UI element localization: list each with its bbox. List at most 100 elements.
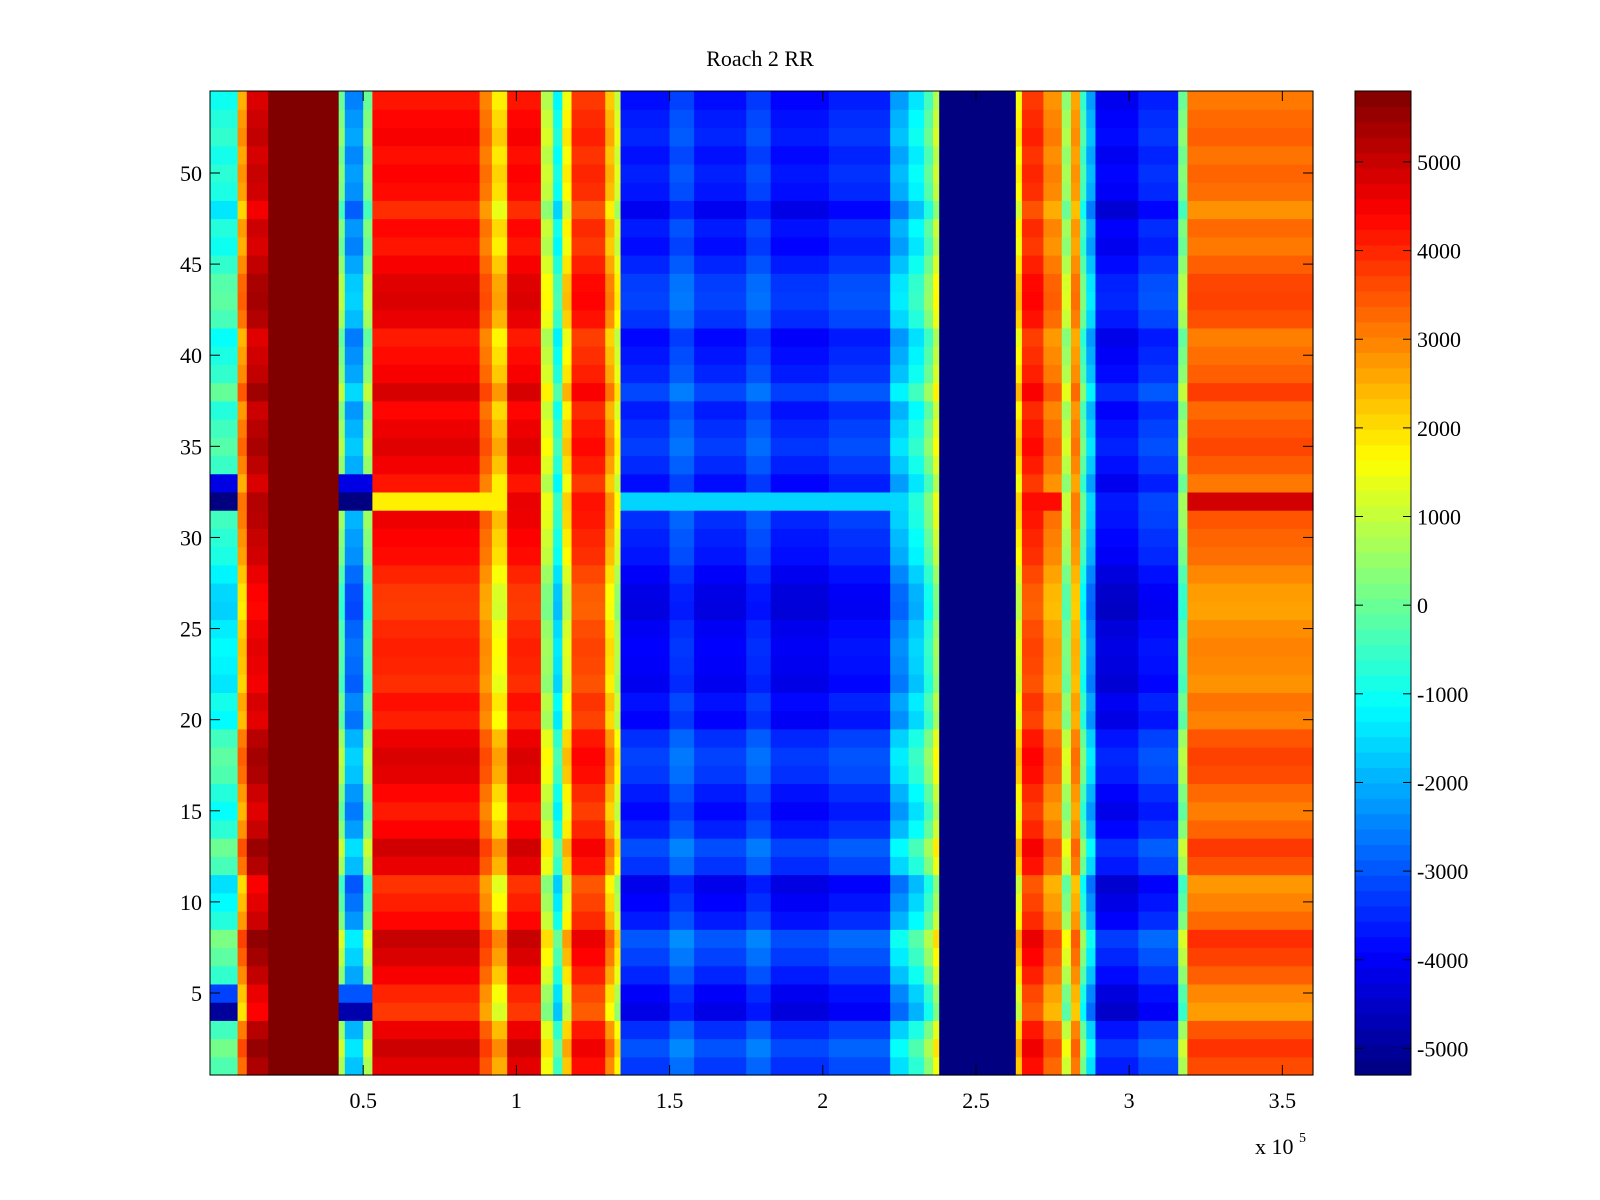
- heatmap-cell: [1187, 819, 1314, 839]
- heatmap-cell: [246, 947, 269, 967]
- heatmap-cell: [620, 346, 671, 365]
- heatmap-cell: [1070, 218, 1081, 238]
- heatmap-cell: [1080, 583, 1087, 602]
- heatmap-cell: [746, 929, 772, 949]
- heatmap-cell: [363, 637, 373, 657]
- heatmap-cell: [694, 892, 747, 912]
- heatmap-cell: [694, 1020, 747, 1040]
- heatmap-cell: [268, 856, 340, 876]
- colorbar-segment: [1355, 1013, 1411, 1030]
- heatmap-cell: [507, 1038, 542, 1058]
- heatmap-cell: [363, 546, 373, 566]
- heatmap-cell: [491, 273, 508, 293]
- heatmap-cell: [1080, 929, 1087, 949]
- heatmap-cell: [562, 692, 573, 712]
- heatmap-cell: [1138, 510, 1179, 529]
- heatmap-cell: [1070, 255, 1081, 274]
- heatmap-cell: [1015, 273, 1023, 293]
- heatmap-cell: [1178, 655, 1188, 675]
- heatmap-cell: [210, 382, 239, 402]
- heatmap-cell: [562, 710, 573, 730]
- heatmap-cell: [890, 91, 910, 110]
- heatmap-cell: [507, 947, 542, 967]
- heatmap-cell: [1021, 710, 1044, 730]
- heatmap-cell: [344, 255, 364, 274]
- heatmap-cell: [210, 291, 239, 311]
- heatmap-cell: [344, 400, 364, 420]
- heatmap-cell: [338, 109, 346, 129]
- heatmap-cell: [1043, 510, 1063, 529]
- heatmap-cell: [491, 546, 508, 566]
- heatmap-cell: [338, 255, 346, 274]
- colorbar-segment: [1355, 337, 1411, 353]
- heatmap-cell: [669, 528, 695, 548]
- heatmap-cell: [923, 236, 934, 256]
- heatmap-cell: [939, 801, 1017, 821]
- colorbar-segment: [1355, 798, 1411, 815]
- heatmap-cell: [372, 91, 481, 110]
- heatmap-cell: [571, 692, 606, 712]
- heatmap-cell: [1015, 619, 1023, 639]
- heatmap-cell: [338, 1020, 346, 1040]
- heatmap-cell: [605, 309, 616, 329]
- heatmap-cell: [363, 528, 373, 548]
- heatmap-cell: [372, 327, 481, 347]
- heatmap-cell: [614, 655, 622, 675]
- heatmap-cell: [939, 819, 1017, 839]
- heatmap-cell: [372, 637, 481, 657]
- heatmap-cell: [344, 856, 364, 876]
- heatmap-cell: [770, 182, 830, 201]
- heatmap-cell: [540, 1056, 554, 1076]
- heatmap-cell: [237, 983, 248, 1003]
- heatmap-cell: [491, 491, 508, 511]
- heatmap-cell: [540, 400, 554, 420]
- heatmap-cell: [1178, 109, 1188, 129]
- heatmap-cell: [694, 619, 747, 639]
- heatmap-cell: [540, 364, 554, 384]
- heatmap-cell: [890, 273, 910, 293]
- heatmap-cell: [1070, 400, 1081, 420]
- heatmap-cell: [1043, 601, 1063, 621]
- heatmap-cell: [828, 364, 891, 384]
- heatmap-cell: [908, 674, 925, 693]
- colorbar-tick-label: -5000: [1417, 1036, 1468, 1061]
- heatmap-cell: [890, 1002, 910, 1021]
- heatmap-cell: [540, 783, 554, 803]
- heatmap-cell: [553, 528, 563, 548]
- heatmap-cell: [338, 983, 346, 1003]
- heatmap-cell: [1080, 710, 1087, 730]
- heatmap-cell: [562, 419, 573, 438]
- heatmap-cell: [338, 91, 346, 110]
- heatmap-cell: [268, 1020, 340, 1040]
- heatmap-cell: [246, 109, 269, 129]
- colorbar-segment: [1355, 536, 1411, 553]
- heatmap-cell: [1021, 692, 1044, 712]
- heatmap-cell: [246, 473, 269, 493]
- heatmap-cell: [1095, 437, 1139, 457]
- heatmap-cell: [479, 637, 493, 657]
- heatmap-cell: [1187, 983, 1314, 1003]
- heatmap-cell: [491, 819, 508, 839]
- heatmap-cell: [614, 674, 622, 693]
- heatmap-cell: [1015, 309, 1023, 329]
- heatmap-cell: [939, 1020, 1017, 1040]
- heatmap-cell: [363, 819, 373, 839]
- heatmap-cell: [923, 783, 934, 803]
- heatmap-cell: [553, 637, 563, 657]
- heatmap-cell: [746, 491, 772, 511]
- heatmap-cell: [491, 109, 508, 129]
- heatmap-cell: [210, 838, 239, 857]
- colorbar-segment: [1355, 183, 1411, 200]
- heatmap-cell: [1187, 145, 1314, 165]
- heatmap-cell: [363, 1056, 373, 1076]
- heatmap-cell: [338, 273, 346, 293]
- heatmap-cell: [1015, 655, 1023, 675]
- heatmap-cell: [694, 291, 747, 311]
- heatmap-cell: [1187, 929, 1314, 949]
- heatmap-cell: [268, 728, 340, 748]
- heatmap-cell: [933, 382, 940, 402]
- heatmap-cell: [562, 182, 573, 201]
- heatmap-cell: [890, 145, 910, 165]
- heatmap-cell: [553, 218, 563, 238]
- heatmap-cell: [246, 255, 269, 274]
